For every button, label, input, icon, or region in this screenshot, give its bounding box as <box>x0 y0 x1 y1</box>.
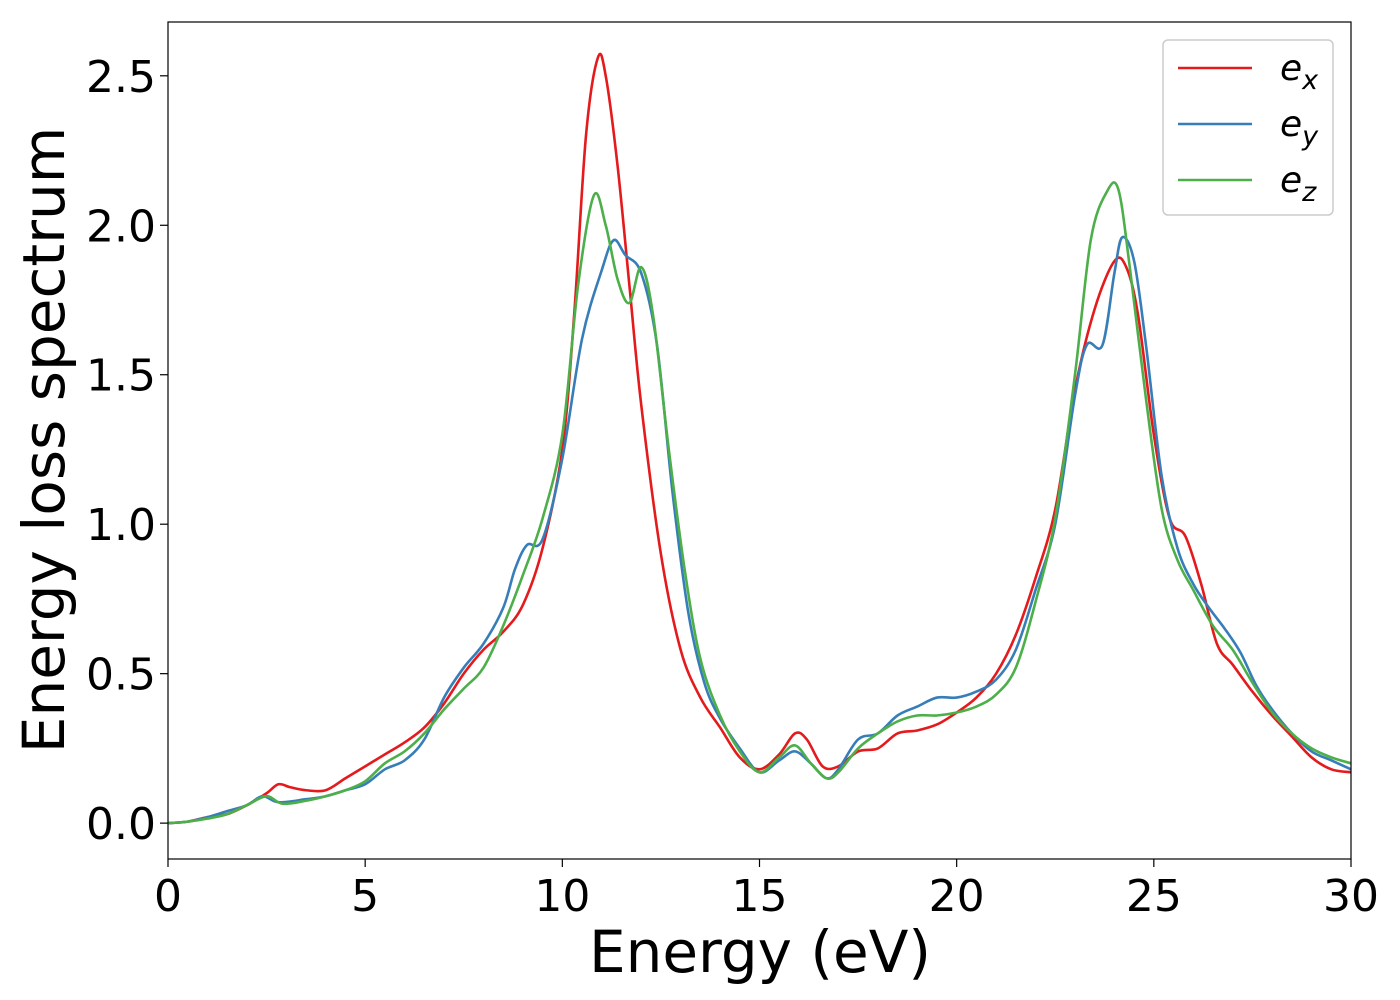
x-tick-label: 30 <box>1323 871 1379 922</box>
y-tick-label: 0.0 <box>86 799 156 850</box>
y-axis-label: Energy loss spectrum <box>10 127 78 753</box>
y-tick-label: 1.0 <box>86 500 156 551</box>
y-tick-label: 2.5 <box>86 52 156 103</box>
legend-box <box>1162 39 1334 216</box>
series-line-e-x <box>168 52 1351 825</box>
series-line-e-y <box>168 235 1351 825</box>
series-layer <box>168 52 1351 825</box>
x-tick-label: 5 <box>351 871 379 922</box>
x-tick-label: 10 <box>534 871 590 922</box>
y-tick-label: 2.0 <box>86 201 156 252</box>
legend-label-x: ex <box>1280 48 1319 96</box>
y-tick-label: 1.5 <box>86 351 156 402</box>
x-tick-label: 20 <box>929 871 985 922</box>
x-tick-label: 0 <box>154 871 182 922</box>
x-axis-label: Energy (eV) <box>589 918 931 986</box>
legend: ex ey ez <box>1162 39 1334 216</box>
series-line-e-z <box>168 181 1351 825</box>
y-axis: 0.0 0.5 1.0 1.5 2.0 2.5 <box>86 52 168 850</box>
x-tick-label: 25 <box>1126 871 1182 922</box>
legend-label-y: ey <box>1280 104 1319 152</box>
legend-label-z: ez <box>1280 160 1317 208</box>
x-axis: 0 5 10 15 20 25 30 <box>154 859 1379 922</box>
y-tick-label: 0.5 <box>86 650 156 701</box>
x-tick-label: 15 <box>732 871 788 922</box>
